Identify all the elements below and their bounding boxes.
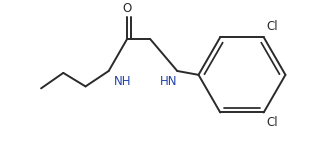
- Text: HN: HN: [160, 75, 177, 88]
- Text: NH: NH: [114, 75, 131, 88]
- Text: Cl: Cl: [267, 20, 278, 33]
- Text: Cl: Cl: [267, 116, 278, 129]
- Text: O: O: [122, 2, 132, 15]
